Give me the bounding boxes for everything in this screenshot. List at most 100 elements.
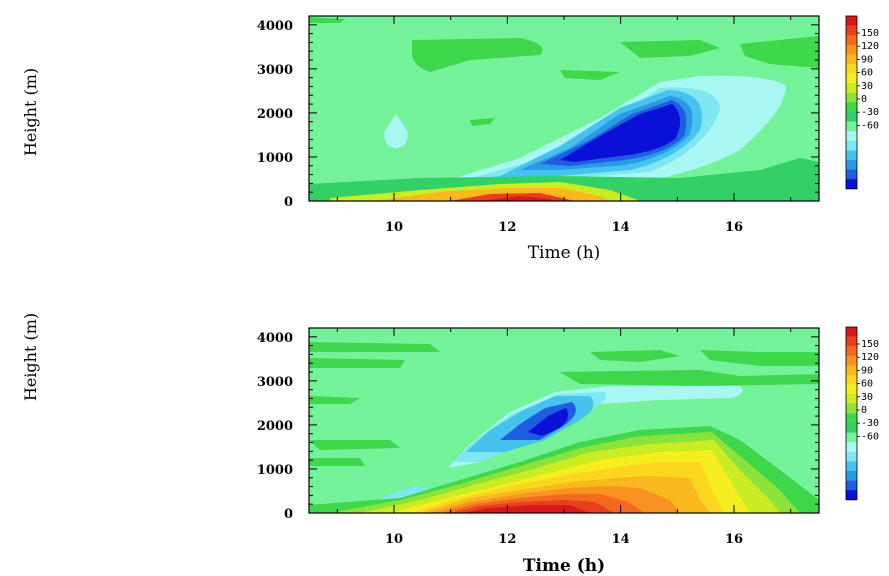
y-tick-label: 2000: [257, 419, 293, 434]
contour-plume-core-deep: [560, 104, 681, 162]
colorbar-label: 30: [861, 81, 873, 92]
contour-upper-band: [740, 36, 819, 68]
colorbar-swatch: [846, 73, 857, 84]
colorbar-label: 60: [861, 68, 873, 79]
colorbar-label: 120: [861, 352, 879, 363]
contour-cool-streak: [380, 486, 430, 500]
colorbar-swatch: [846, 16, 857, 26]
colorbar-label: 0: [861, 94, 867, 105]
colorbar-swatch: [846, 490, 857, 501]
colorbar-swatch: [846, 25, 857, 36]
colorbar-swatch: [846, 403, 857, 414]
y-tick-label: 4000: [257, 19, 293, 34]
colorbar-swatch: [846, 346, 857, 357]
y-tick-label: 0: [284, 195, 293, 210]
contour-upper-band: [620, 40, 720, 58]
y-axis-title: Height (m): [21, 313, 40, 401]
colorbar-label: -30: [861, 107, 879, 118]
colorbar-label: 30: [861, 392, 873, 403]
colorbar-label: 60: [861, 379, 873, 390]
axis-group: 10 12 14 16 0 1000 2000 3000 4000: [257, 328, 819, 547]
x-axis-title: Time (h): [523, 556, 605, 576]
heatmap-field: [309, 328, 819, 513]
contour-surface-deepred: [480, 196, 555, 201]
contour-upper-band: [590, 350, 680, 362]
colorbar-swatch: [846, 451, 857, 462]
y-tick-label: 1000: [257, 463, 293, 478]
contour-upper-band: [309, 458, 365, 466]
y-tick-label: 1000: [257, 151, 293, 166]
colorbar-swatch: [846, 112, 857, 122]
colorbar-swatch: [846, 432, 857, 443]
x-tick-label: 10: [385, 220, 403, 235]
x-tick-label: 16: [725, 220, 743, 235]
colorbar-swatch: [846, 131, 857, 142]
contour-dome-deepred: [462, 505, 590, 513]
y-tick-label: 3000: [257, 375, 293, 390]
colorbar-swatch: [846, 384, 857, 395]
colorbar-swatch: [846, 442, 857, 453]
contour-plume-core: [500, 402, 576, 440]
colorbar: 150 120 90 60 30 0 -30 -60: [845, 15, 879, 190]
x-axis-title: Time (h): [528, 243, 601, 263]
colorbar-swatch: [846, 140, 857, 151]
panel-top: Height (m): [21, 15, 879, 263]
colorbar-swatch: [846, 327, 857, 337]
colorbar-label: 0: [861, 405, 867, 416]
colorbar-swatch: [846, 83, 857, 94]
y-tick-label: 4000: [257, 331, 293, 346]
y-tick-label: 2000: [257, 107, 293, 122]
colorbar: 150 120 90 60 30 0 -30 -60: [845, 326, 879, 501]
colorbar-swatch: [846, 92, 857, 103]
colorbar-swatch: [846, 179, 857, 190]
colorbar-swatch: [846, 102, 857, 113]
colorbar-label: 150: [861, 28, 879, 39]
contour-cool-spot: [384, 114, 408, 148]
colorbar-swatch: [846, 471, 857, 481]
colorbar-swatch: [846, 480, 857, 491]
colorbar-label: -30: [861, 418, 879, 429]
x-tick-label: 10: [385, 532, 403, 547]
colorbar-swatch: [846, 336, 857, 347]
colorbar-label: -60: [861, 431, 879, 442]
colorbar-label: 90: [861, 365, 873, 376]
colorbar-label: 90: [861, 54, 873, 65]
colorbar-swatch: [846, 375, 857, 385]
contour-upper-band: [700, 350, 819, 366]
colorbar-swatch: [846, 54, 857, 65]
colorbar-label: 150: [861, 339, 879, 350]
contour-upper-band: [560, 70, 620, 80]
panel-bottom: Height (m): [21, 313, 879, 576]
colorbar-swatch: [846, 150, 857, 161]
x-tick-label: 16: [725, 532, 743, 547]
heatmap-field: [309, 16, 819, 201]
contour-plume-core-deep: [528, 408, 568, 436]
colorbar-swatch: [846, 355, 857, 366]
contour-upper-band: [309, 342, 440, 352]
contour-upper-band: [309, 17, 345, 23]
colorbar-swatch: [846, 169, 857, 180]
contour-upper-band: [560, 370, 819, 386]
contour-upper-band: [309, 440, 400, 450]
x-tick-label: 14: [612, 532, 630, 547]
contour-upper-band: [309, 396, 360, 404]
colorbar-swatch: [846, 413, 857, 424]
y-axis-title: Height (m): [21, 68, 40, 156]
y-tick-label: 0: [284, 507, 293, 522]
colorbar-frame: [845, 15, 858, 190]
x-tick-label: 12: [498, 220, 516, 235]
colorbar-swatch: [846, 35, 857, 46]
contour-upper-band: [412, 38, 543, 72]
contour-upper-band: [309, 358, 405, 368]
colorbar-label: 120: [861, 41, 879, 52]
colorbar-label: -60: [861, 120, 879, 131]
colorbar-swatch: [846, 423, 857, 433]
colorbar-swatch: [846, 121, 857, 132]
colorbar-swatch: [846, 365, 857, 376]
contour-side-band: [470, 118, 495, 126]
colorbar-swatch: [846, 394, 857, 405]
colorbar-frame: [845, 326, 858, 501]
colorbar-swatch: [846, 160, 857, 170]
colorbar-swatch: [846, 64, 857, 74]
